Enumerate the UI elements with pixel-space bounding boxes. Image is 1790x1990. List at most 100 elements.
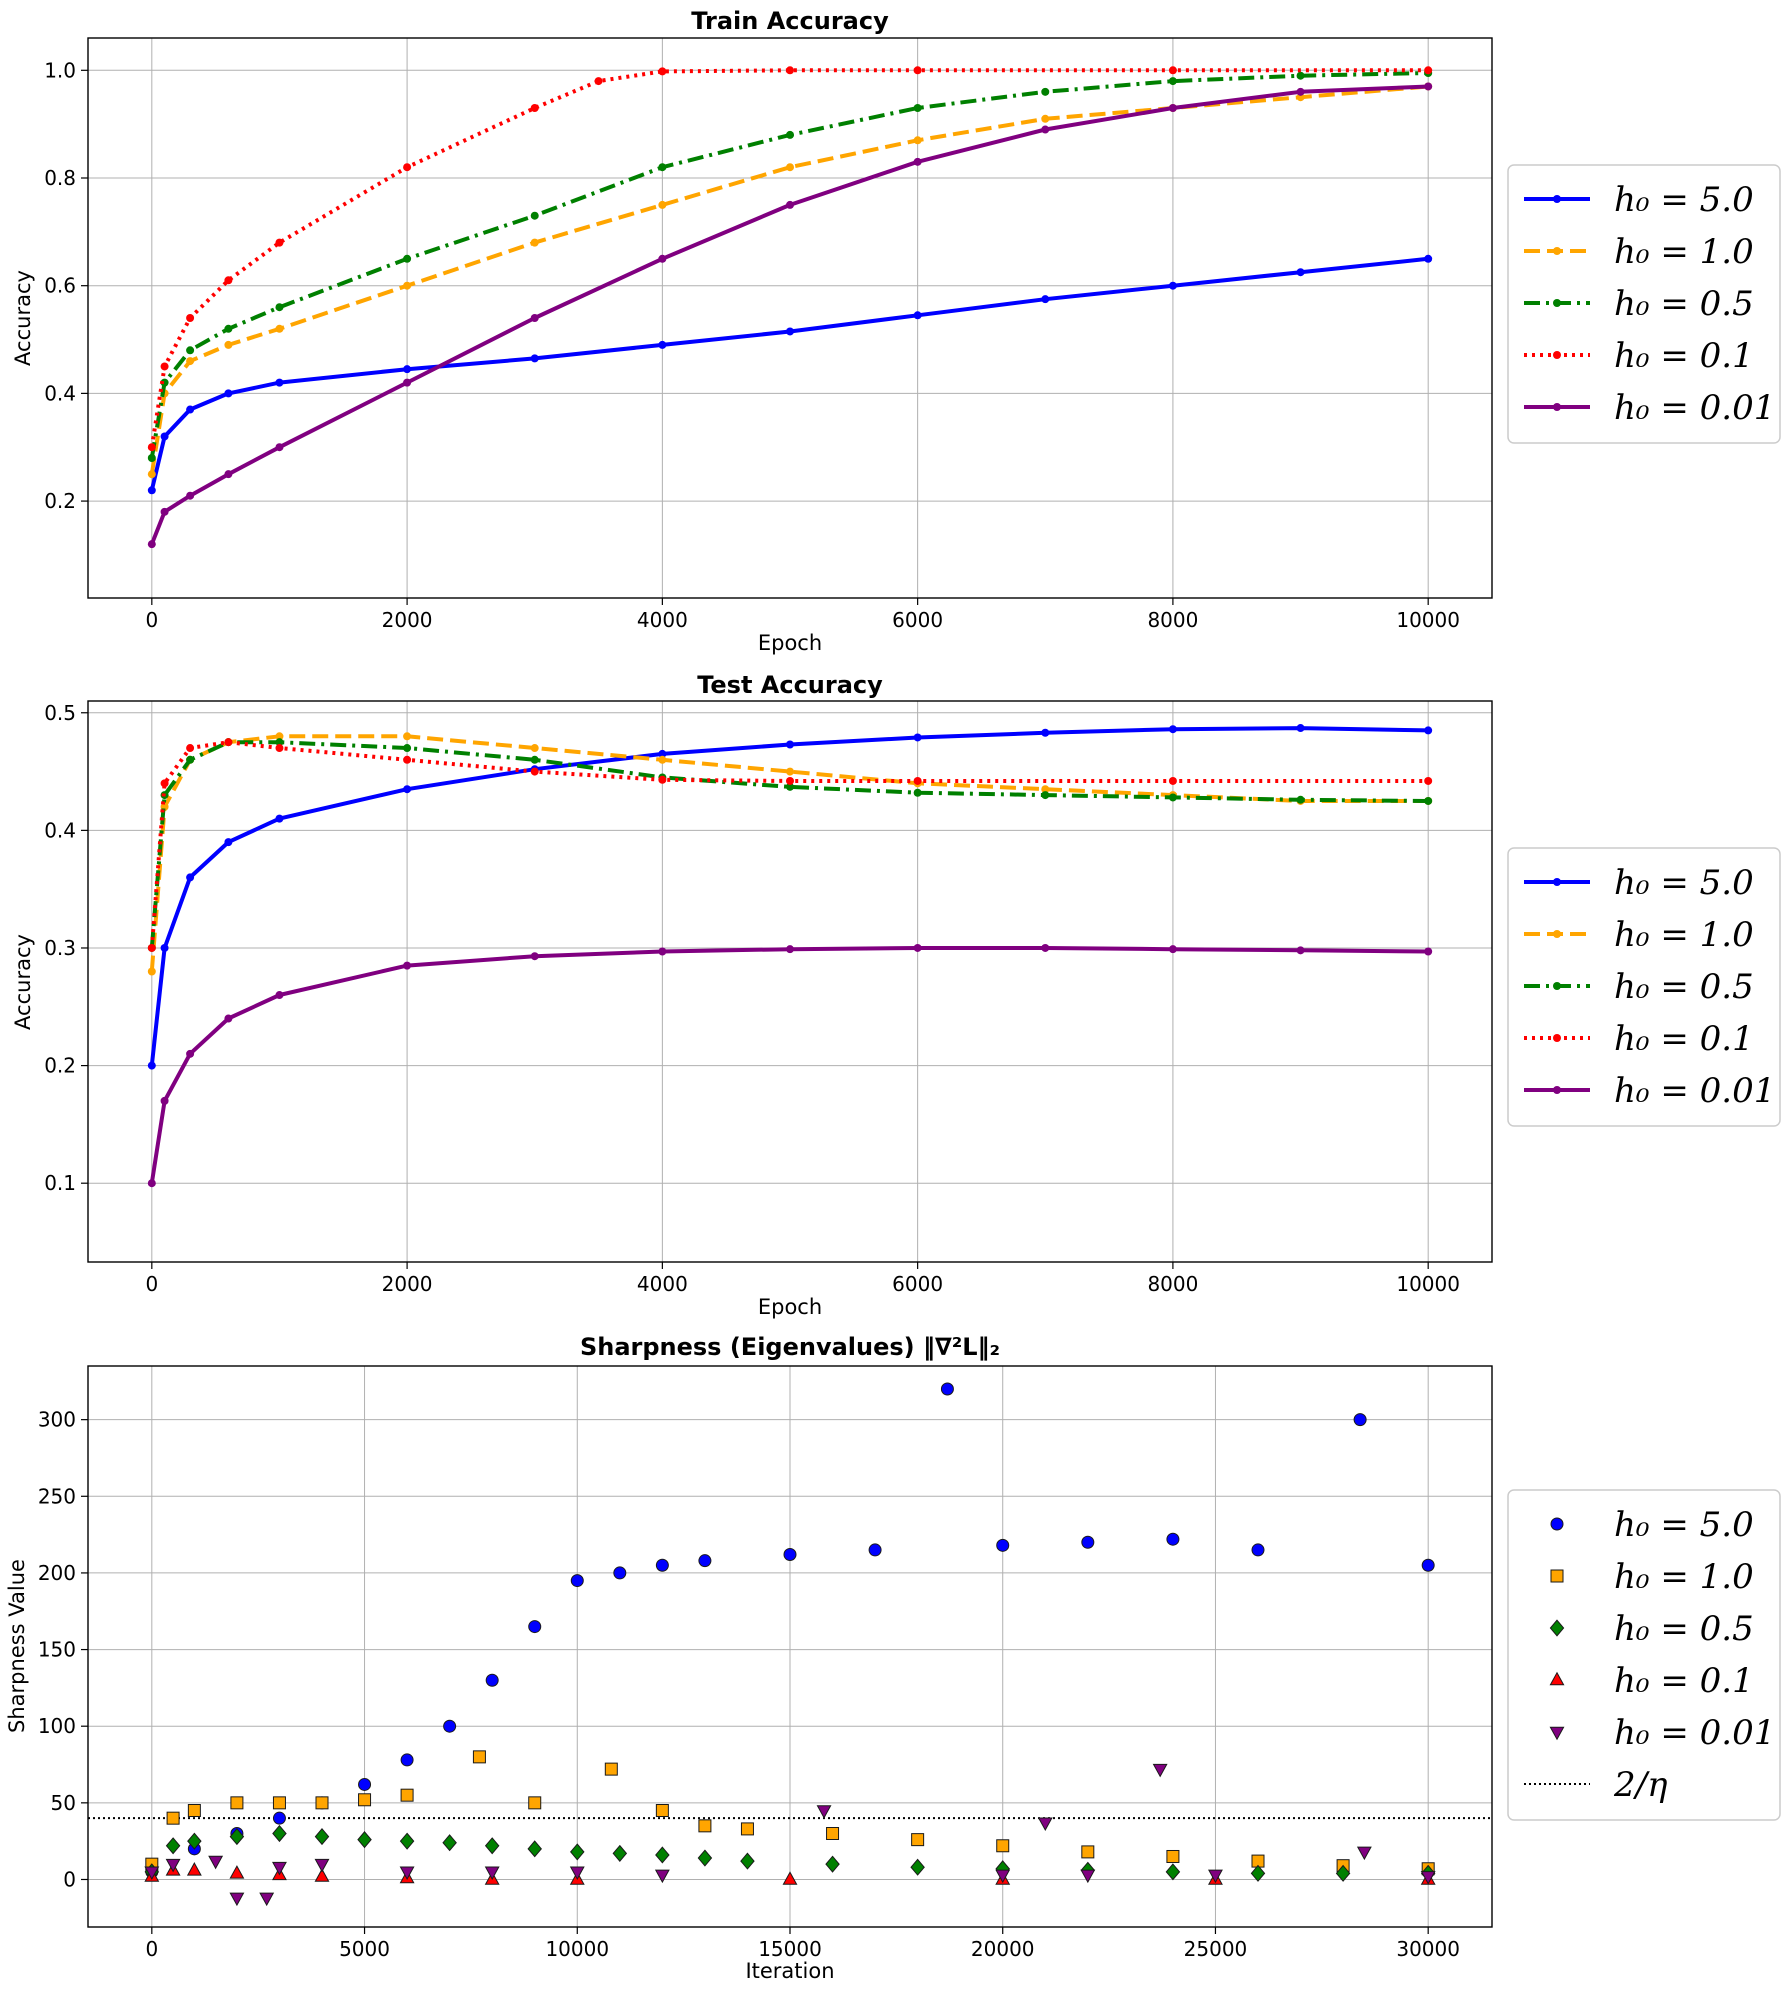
- data-point: [160, 1096, 169, 1105]
- x-tick-label: 8000: [1147, 608, 1198, 632]
- data-point: [996, 1839, 1010, 1853]
- data-point: [275, 378, 284, 387]
- series-line: [149, 84, 1429, 545]
- data-point: [530, 104, 539, 112]
- data-point: [1166, 1849, 1180, 1863]
- legend-label: h₀ = 0.5: [1614, 284, 1754, 324]
- y-tick-label: 300: [38, 1408, 76, 1432]
- legend-label: h₀ = 0.5: [1614, 967, 1754, 1007]
- y-tick-label: 1.0: [44, 58, 76, 82]
- x-tick-label: 6000: [892, 608, 943, 632]
- x-tick-label: 8000: [1147, 1272, 1198, 1296]
- data-point: [698, 1819, 712, 1833]
- data-point: [1166, 1532, 1180, 1546]
- legend: h₀ = 5.0 h₀ = 1.0 h₀ = 0.5 h₀ = 0.1 h₀ = 0.0…: [1507, 1489, 1781, 1821]
- data-point: [786, 776, 794, 785]
- data-point: [358, 1777, 372, 1791]
- data-point: [166, 1811, 180, 1825]
- y-tick-label: 0.5: [44, 701, 76, 725]
- y-axis-label: Accuracy: [11, 934, 35, 1030]
- data-point: [275, 324, 284, 333]
- y-tick-label: 0.3: [44, 936, 76, 960]
- data-point: [224, 738, 233, 747]
- data-point: [272, 1861, 287, 1876]
- data-point: [272, 1811, 286, 1825]
- legend-label: h₀ = 0.1: [1614, 1661, 1754, 1701]
- y-tick-label: 0: [63, 1867, 76, 1891]
- x-axis-label: Epoch: [758, 1295, 822, 1319]
- data-point: [275, 238, 284, 247]
- data-point: [913, 943, 922, 952]
- data-point: [913, 776, 922, 785]
- data-point: [403, 785, 412, 794]
- data-point: [786, 767, 794, 776]
- data-point: [147, 486, 156, 495]
- data-point: [658, 254, 667, 263]
- data-point: [530, 952, 539, 961]
- legend-label: h₀ = 0.01: [1614, 1713, 1775, 1753]
- data-point: [1081, 1535, 1095, 1549]
- legend-marker: [1553, 195, 1561, 203]
- data-point: [484, 1866, 500, 1881]
- x-axis-label: Iteration: [745, 1959, 834, 1983]
- data-point: [472, 1750, 486, 1764]
- data-point: [165, 1858, 181, 1873]
- data-point: [786, 66, 794, 75]
- data-point: [1041, 114, 1050, 123]
- data-point: [1424, 66, 1433, 75]
- data-point: [224, 389, 233, 398]
- legend-marker: [1549, 1671, 1565, 1686]
- data-point: [604, 1762, 618, 1776]
- data-point: [1041, 87, 1050, 96]
- data-point: [443, 1719, 457, 1733]
- data-point: [403, 744, 412, 753]
- data-point: [399, 1866, 415, 1881]
- data-point: [1296, 795, 1305, 804]
- data-point: [400, 1788, 414, 1802]
- y-axis-label: Sharpness Value: [5, 1559, 29, 1733]
- data-point: [147, 943, 156, 952]
- data-point: [275, 443, 284, 452]
- series-line: [149, 734, 1429, 972]
- data-point: [655, 1846, 670, 1864]
- series-line: [149, 946, 1429, 1184]
- data-point: [186, 491, 195, 500]
- series-group: [88, 1382, 1492, 1907]
- data-point: [1168, 104, 1177, 112]
- x-tick-label: 0: [145, 1937, 158, 1961]
- data-point: [530, 767, 539, 776]
- data-point: [1296, 87, 1305, 96]
- data-point: [186, 1049, 195, 1058]
- data-point: [613, 1566, 627, 1580]
- data-point: [403, 281, 412, 290]
- data-point: [186, 405, 195, 414]
- train-accuracy-chart: Train Accuracy 0 2000 4000 6000 8000 10000 0.2…: [11, 7, 1781, 655]
- data-point: [655, 1804, 669, 1818]
- data-point: [272, 1796, 286, 1810]
- y-tick-label: 0.6: [44, 274, 76, 298]
- y-tick-label: 0.8: [44, 166, 76, 190]
- data-point: [658, 947, 667, 956]
- data-point: [1420, 1871, 1436, 1885]
- data-point: [1168, 725, 1177, 734]
- data-point: [570, 1574, 584, 1588]
- data-point: [530, 354, 539, 363]
- data-point: [144, 1866, 160, 1881]
- data-point: [1421, 1558, 1435, 1572]
- legend-label: h₀ = 1.0: [1614, 1557, 1754, 1597]
- data-point: [1041, 791, 1050, 800]
- data-point: [1041, 785, 1050, 794]
- x-tick-label: 15000: [758, 1937, 822, 1961]
- data-point: [1335, 1864, 1351, 1882]
- x-tick-label: 25000: [1184, 1937, 1248, 1961]
- data-point: [484, 1837, 500, 1855]
- x-tick-label: 30000: [1396, 1937, 1460, 1961]
- data-point: [160, 779, 169, 788]
- data-point: [569, 1866, 585, 1881]
- data-point: [314, 1858, 330, 1873]
- legend-box: [1507, 847, 1781, 1127]
- data-point: [783, 1548, 797, 1562]
- x-tick-label: 10000: [545, 1937, 609, 1961]
- data-point: [187, 1804, 201, 1818]
- data-point: [1041, 295, 1050, 304]
